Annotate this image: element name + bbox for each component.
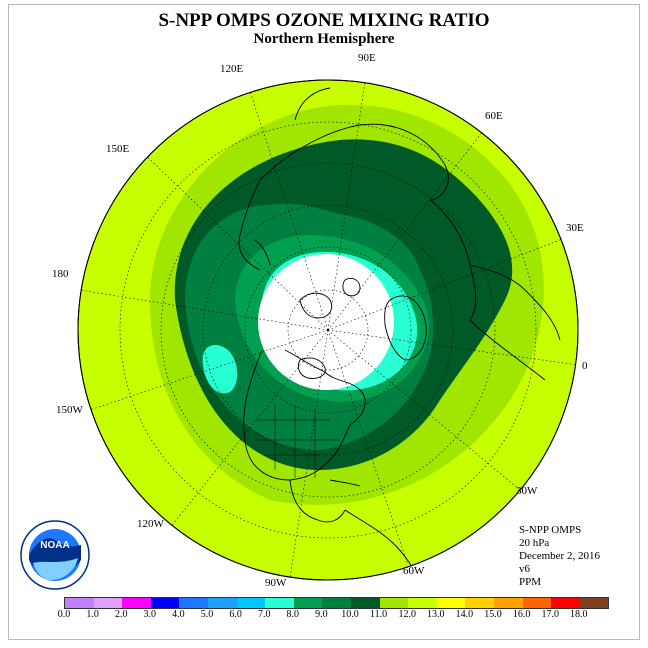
info-version: v6	[519, 563, 530, 575]
meridian-30w	[327, 329, 521, 491]
colorbar-segment	[551, 598, 580, 608]
contour-7ppm-blob	[202, 345, 238, 394]
colorbar-segment	[493, 598, 523, 608]
colorbar-segment	[122, 598, 151, 608]
colorbar-tick-label: 17.0	[541, 609, 559, 620]
colorbar-tick-labels: 0.0 1.0 2.0 3.0 4.0 5.0 6.0 7.0 8.0 9.0 10.0 11.0 12…	[0, 609, 648, 623]
info-block: S-NPP OMPS 20 hPa December 2, 2016 v6 PP…	[519, 524, 600, 589]
logo-wordmark: NOAA	[40, 540, 69, 551]
info-level: 20 hPa	[519, 537, 550, 549]
colorbar-segment	[379, 598, 409, 608]
label-60w: 60W	[403, 565, 425, 577]
colorbar-segment	[93, 598, 123, 608]
colorbar-segment	[465, 598, 494, 608]
info-instrument: S-NPP OMPS	[519, 524, 582, 536]
colorbar-segment	[436, 598, 466, 608]
latitude-circle	[119, 121, 537, 539]
colorbar-tick-label: 7.0	[257, 609, 271, 620]
noaa-logo: NOAA	[20, 520, 90, 590]
colorbar-tick-label: 3.0	[143, 609, 157, 620]
meridian-60w	[327, 329, 409, 566]
colorbar-segment	[579, 598, 609, 608]
colorbar-segment	[207, 598, 237, 608]
figure-frame	[8, 4, 640, 640]
label-120e: 120E	[220, 63, 244, 75]
map-border	[77, 79, 579, 581]
colorbar-tick-label: 4.0	[172, 609, 185, 620]
colorbar-tick-label: 6.0	[229, 609, 242, 620]
colorbar-tick-label: 15.0	[484, 609, 502, 620]
colorbar	[64, 597, 610, 609]
info-units: PPM	[519, 576, 542, 588]
map-title: S-NPP OMPS OZONE MIXING RATIO	[158, 10, 490, 31]
coastlines	[238, 87, 561, 580]
colorbar-segment	[265, 598, 294, 608]
label-90w: 90W	[265, 577, 287, 589]
colorbar-tick-label: 13.0	[427, 609, 445, 620]
label-30w: 30W	[516, 485, 538, 497]
colorbar-segment	[408, 598, 437, 608]
colorbar-tick-label: 9.0	[315, 609, 328, 620]
colorbar-segment	[350, 598, 380, 608]
colorbar-tick-label: 8.0	[286, 609, 300, 620]
meridian-120e	[247, 84, 329, 331]
colorbar-tick-label: 11.0	[370, 609, 388, 620]
colorbar-tick-label: 5.0	[200, 609, 214, 620]
colorbar-tick-label: 14.0	[455, 609, 474, 620]
colorbar-segment	[322, 598, 351, 608]
meridian-150w	[89, 329, 329, 411]
colorbar-tick-label: 12.0	[398, 609, 416, 620]
meridian-60e	[327, 124, 489, 331]
meridian-150e	[139, 149, 329, 331]
colorbar-tick-label: 18.0	[570, 609, 588, 620]
colorbar-segment	[179, 598, 208, 608]
label-120w: 120W	[137, 518, 164, 530]
latitude-circle	[287, 289, 369, 371]
colorbar-tick-label: 0.0	[57, 609, 71, 620]
colorbar-segment	[293, 598, 323, 608]
latitude-circle	[202, 204, 454, 456]
colorbar-tick-label: 10.0	[341, 609, 359, 620]
label-60e: 60E	[485, 110, 503, 122]
latitude-circle	[244, 246, 412, 414]
colorbar-segment	[236, 598, 266, 608]
label-0: 0	[582, 360, 588, 372]
meridian-180	[79, 289, 329, 331]
label-180: 180	[52, 268, 69, 280]
label-150e: 150E	[106, 143, 130, 155]
colorbar-tick-label: 1.0	[86, 609, 99, 620]
colorbar-segment	[522, 598, 552, 608]
meridian-90e	[327, 81, 366, 331]
label-90e: 90E	[358, 52, 376, 64]
info-date: December 2, 2016	[519, 550, 600, 562]
meridian-90w	[289, 329, 329, 579]
latitude-circle	[160, 162, 496, 498]
label-30e: 30E	[566, 222, 584, 234]
label-150w: 150W	[56, 404, 83, 416]
map-subtitle: Northern Hemisphere	[253, 31, 395, 47]
colorbar-tick-label: 16.0	[512, 609, 531, 620]
colorbar-segment	[150, 598, 180, 608]
colorbar-segment	[65, 598, 94, 608]
colorbar-tick-label: 2.0	[114, 609, 128, 620]
